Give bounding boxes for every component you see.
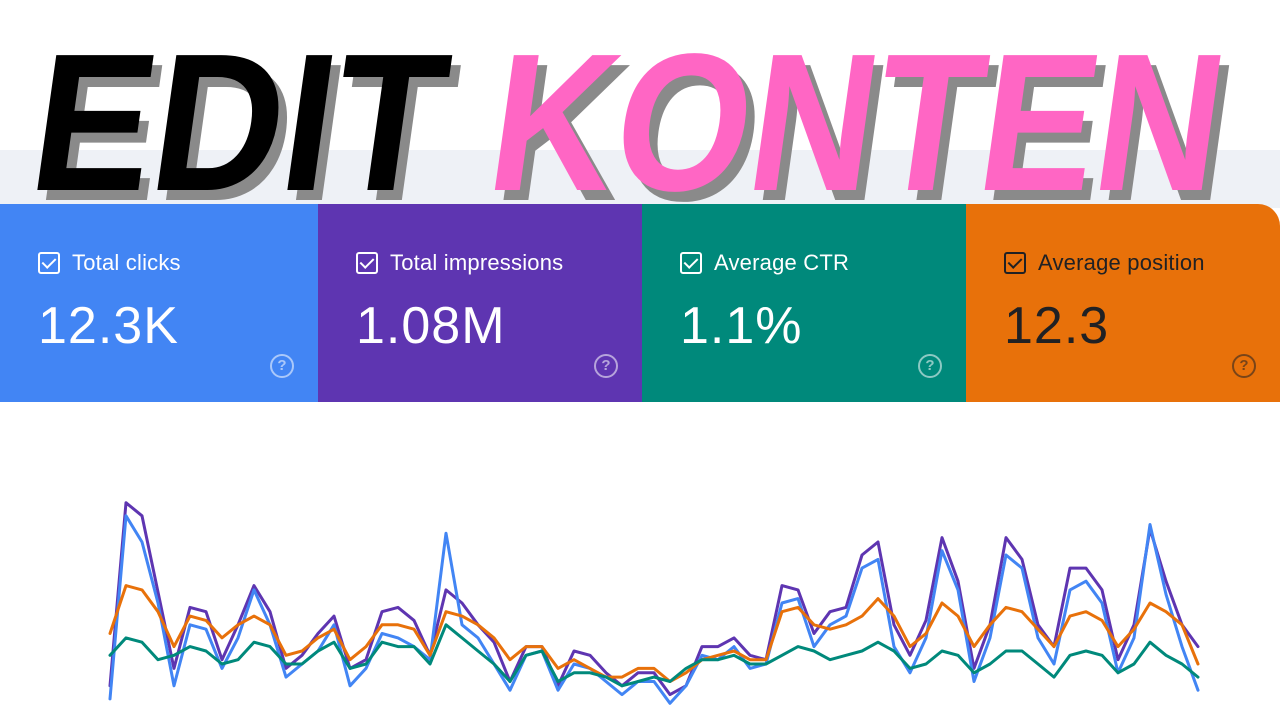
headline-word2: KONTEN — [477, 13, 1238, 210]
help-icon[interactable]: ? — [270, 354, 294, 378]
series-line-2 — [108, 584, 1200, 683]
metric-label: Average position — [1038, 250, 1205, 275]
series-line-0 — [108, 501, 1200, 697]
headline: EDIT EDIT KONTEN KONTEN — [0, 0, 1280, 210]
headline-word2-shadow: KONTEN — [486, 23, 1247, 210]
metric-value: 12.3K — [38, 297, 179, 355]
metric-value: 1.1% — [680, 297, 803, 355]
help-icon[interactable]: ? — [1232, 354, 1256, 378]
headline-word1-shadow: EDIT — [28, 23, 469, 210]
help-icon[interactable]: ? — [918, 354, 942, 378]
metric-cards: Total clicks 12.3K ? Total impressions 1… — [0, 204, 1280, 402]
metric-label: Total clicks — [72, 250, 181, 275]
metric-card-average-position[interactable]: Average position 12.3 ? — [966, 204, 1280, 402]
metric-label: Average CTR — [714, 250, 850, 275]
series-line-1 — [108, 514, 1200, 705]
headline-text: EDIT EDIT KONTEN KONTEN — [19, 13, 1247, 210]
metric-card-average-ctr[interactable]: Average CTR 1.1% ? — [642, 204, 966, 402]
checkbox-checked-icon[interactable] — [38, 252, 60, 274]
series-line-3 — [108, 623, 1200, 688]
performance-line-chart — [108, 501, 1200, 705]
metric-card-total-impressions[interactable]: Total impressions 1.08M ? — [318, 204, 642, 402]
help-icon[interactable]: ? — [594, 354, 618, 378]
metric-label: Total impressions — [390, 250, 564, 275]
metric-value: 12.3 — [1004, 297, 1110, 355]
metric-card-total-clicks[interactable]: Total clicks 12.3K ? — [0, 204, 318, 402]
checkbox-checked-icon[interactable] — [356, 252, 378, 274]
checkbox-checked-icon[interactable] — [1004, 252, 1026, 274]
checkbox-checked-icon[interactable] — [680, 252, 702, 274]
headline-word1: EDIT — [19, 13, 460, 210]
toolbar-strip — [0, 150, 1280, 208]
metric-value: 1.08M — [356, 297, 506, 355]
